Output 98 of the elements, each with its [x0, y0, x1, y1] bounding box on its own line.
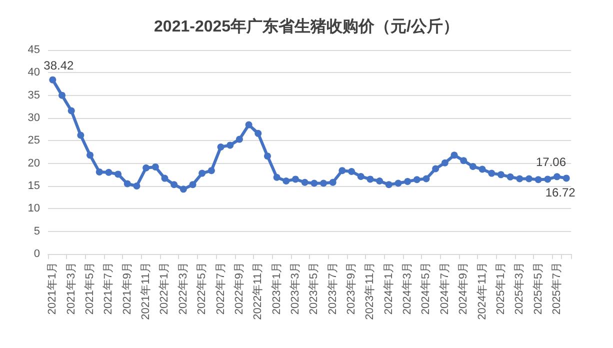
point	[534, 176, 542, 184]
point	[329, 178, 336, 186]
x-tick-label: 2025年7月	[550, 262, 563, 315]
x-tick-label: 2025年5月	[532, 262, 544, 315]
point	[432, 165, 440, 172]
point	[86, 152, 94, 159]
x-tick-label: 2021年9月	[121, 262, 134, 315]
point	[68, 107, 75, 114]
x-tick-label: 2022年9月	[233, 262, 246, 315]
point	[348, 168, 356, 175]
point	[180, 186, 187, 193]
point	[142, 164, 150, 172]
point	[105, 168, 112, 176]
x-tick-label: 2025年1月	[494, 262, 507, 315]
x-tick-label: 2022年11月	[252, 262, 264, 320]
point	[282, 178, 290, 185]
point	[497, 171, 504, 178]
x-tick-label: 2021年1月	[46, 262, 59, 315]
point	[189, 181, 196, 188]
point	[338, 167, 346, 174]
y-tick-label: 20	[28, 157, 40, 170]
x-tick-label: 2021年5月	[84, 262, 96, 315]
point	[217, 144, 224, 151]
point	[170, 181, 178, 188]
point	[49, 76, 56, 84]
point	[460, 157, 468, 164]
point	[114, 170, 122, 178]
x-tick-label: 2023年11月	[364, 262, 376, 320]
point	[236, 136, 243, 143]
x-tick-label: 2021年3月	[65, 262, 78, 315]
point	[96, 168, 103, 176]
y-tick-label: 35	[28, 89, 40, 102]
y-tick-label: 45	[28, 44, 40, 56]
point	[310, 180, 318, 187]
data-label: 17.06	[536, 155, 566, 170]
x-tick-label: 2023年9月	[346, 262, 358, 315]
point	[413, 176, 420, 184]
x-tick-label: 2024年3月	[402, 262, 414, 315]
y-tick-label: 5	[34, 225, 40, 238]
x-tick-label: 2023年1月	[270, 262, 283, 315]
y-tick-label: 0	[34, 248, 40, 260]
x-tick-label: 2024年1月	[382, 262, 395, 315]
point	[544, 176, 552, 183]
x-tick-label: 2024年5月	[420, 262, 432, 315]
y-tick-label: 40	[28, 66, 40, 79]
point	[264, 152, 271, 160]
x-tick-label: 2022年3月	[177, 262, 190, 315]
point	[525, 175, 532, 182]
point	[320, 180, 328, 187]
point	[469, 163, 476, 170]
point	[301, 178, 308, 186]
x-tick-label: 2022年1月	[158, 262, 171, 315]
point	[208, 167, 215, 174]
x-tick-label: 2023年3月	[289, 262, 302, 315]
point	[124, 180, 131, 188]
point	[404, 178, 412, 185]
y-tick-label: 30	[28, 112, 40, 124]
point	[357, 172, 364, 180]
point	[161, 174, 168, 182]
point	[394, 180, 402, 187]
y-tick-label: 25	[28, 134, 40, 147]
point	[376, 178, 384, 185]
point	[245, 121, 252, 128]
point	[506, 173, 514, 180]
x-tick-label: 2022年5月	[196, 262, 208, 315]
point	[478, 166, 486, 173]
point	[292, 176, 299, 183]
point	[488, 170, 496, 177]
point	[254, 130, 262, 137]
point	[385, 181, 392, 188]
point	[273, 174, 280, 181]
point	[198, 170, 206, 177]
point	[562, 174, 570, 182]
point	[422, 175, 430, 182]
x-tick-label: 2021年7月	[102, 262, 115, 315]
point	[77, 132, 84, 139]
point	[152, 163, 159, 170]
point	[516, 175, 524, 182]
x-tick-label: 2023年7月	[326, 262, 339, 315]
y-tick-label: 15	[28, 180, 40, 192]
point	[441, 159, 448, 166]
point	[450, 152, 458, 159]
point	[366, 176, 374, 183]
x-tick-label: 2025年3月	[514, 262, 526, 315]
point	[226, 142, 234, 149]
point	[554, 173, 560, 180]
point	[58, 92, 66, 99]
chart-title: 2021-2025年广东省生猪收购价（元/公斤）	[154, 18, 459, 36]
x-tick-label: 2023年5月	[308, 262, 320, 315]
data-label: 16.72	[545, 186, 576, 200]
point	[133, 182, 140, 190]
x-tick-label: 2024年9月	[458, 262, 470, 315]
y-tick-label: 10	[28, 202, 40, 215]
x-tick-label: 2024年11月	[476, 262, 488, 320]
x-tick-label: 2024年7月	[438, 262, 451, 315]
x-tick-label: 2022年7月	[214, 262, 227, 315]
x-tick-label: 2021年11月	[140, 262, 152, 320]
data-label: 38.42	[44, 58, 74, 72]
